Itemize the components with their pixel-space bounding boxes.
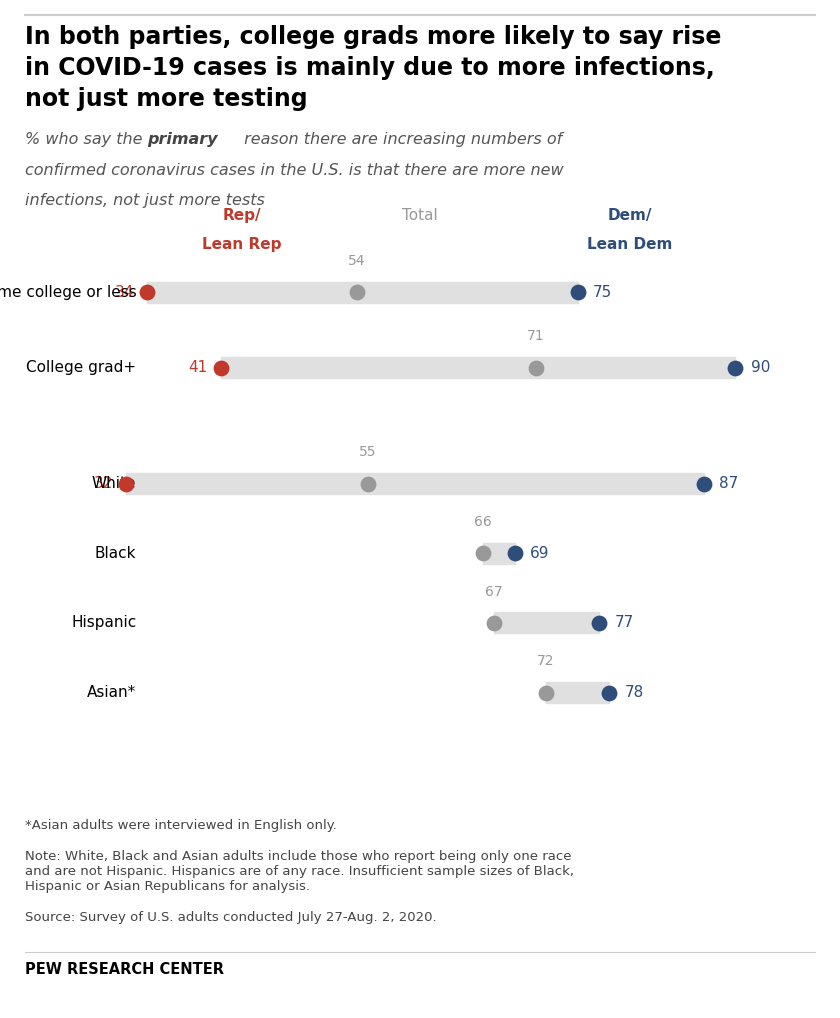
Text: Note: White, Black and Asian adults include those who report being only one race: Note: White, Black and Asian adults incl… [25,850,575,893]
Text: 67: 67 [485,584,502,599]
Text: 87: 87 [719,476,738,491]
Text: Asian*: Asian* [87,685,136,700]
Text: Lean Rep: Lean Rep [202,236,281,251]
Text: Source: Survey of U.S. adults conducted July 27-Aug. 2, 2020.: Source: Survey of U.S. adults conducted … [25,911,437,924]
Text: not just more testing: not just more testing [25,87,307,111]
Text: College grad+: College grad+ [26,360,136,375]
Text: reason there are increasing numbers of: reason there are increasing numbers of [239,132,563,148]
Text: 32: 32 [94,476,113,491]
Point [591,615,605,631]
Text: % who say the: % who say the [25,132,148,148]
Text: 55: 55 [359,445,376,459]
Point [476,546,490,562]
Text: 54: 54 [349,253,365,268]
Text: 69: 69 [530,546,549,561]
Text: White: White [92,476,136,491]
Point [487,615,501,631]
Text: Total: Total [402,208,438,223]
Point [697,475,711,492]
Text: 77: 77 [614,616,633,630]
Text: 41: 41 [189,360,208,375]
Text: Rep/: Rep/ [223,208,260,223]
Point [213,359,227,376]
Text: 75: 75 [593,285,612,299]
Point [350,284,364,300]
Text: *Asian adults were interviewed in English only.: *Asian adults were interviewed in Englis… [25,819,337,833]
Text: 90: 90 [751,360,770,375]
Point [728,359,742,376]
Point [529,359,543,376]
Text: In both parties, college grads more likely to say rise: In both parties, college grads more like… [25,25,722,50]
Point [140,284,154,300]
Text: Lean Dem: Lean Dem [587,236,673,251]
Text: primary: primary [147,132,218,148]
Point [361,475,375,492]
Text: Some college or less: Some college or less [0,285,136,299]
Text: 78: 78 [625,685,644,700]
Text: infections, not just more tests: infections, not just more tests [25,193,265,209]
Text: Hispanic: Hispanic [71,616,136,630]
Point [507,546,521,562]
Text: 66: 66 [474,515,492,529]
Text: Black: Black [95,546,136,561]
Text: 72: 72 [538,655,554,668]
Text: 34: 34 [115,285,134,299]
Text: 71: 71 [527,329,544,343]
Text: Dem/: Dem/ [608,208,652,223]
Point [119,475,133,492]
Point [571,284,585,300]
Point [539,684,553,700]
Point [602,684,616,700]
Text: in COVID-19 cases is mainly due to more infections,: in COVID-19 cases is mainly due to more … [25,56,715,80]
Text: PEW RESEARCH CENTER: PEW RESEARCH CENTER [25,962,224,977]
Text: confirmed coronavirus cases in the U.S. is that there are more new: confirmed coronavirus cases in the U.S. … [25,163,564,178]
